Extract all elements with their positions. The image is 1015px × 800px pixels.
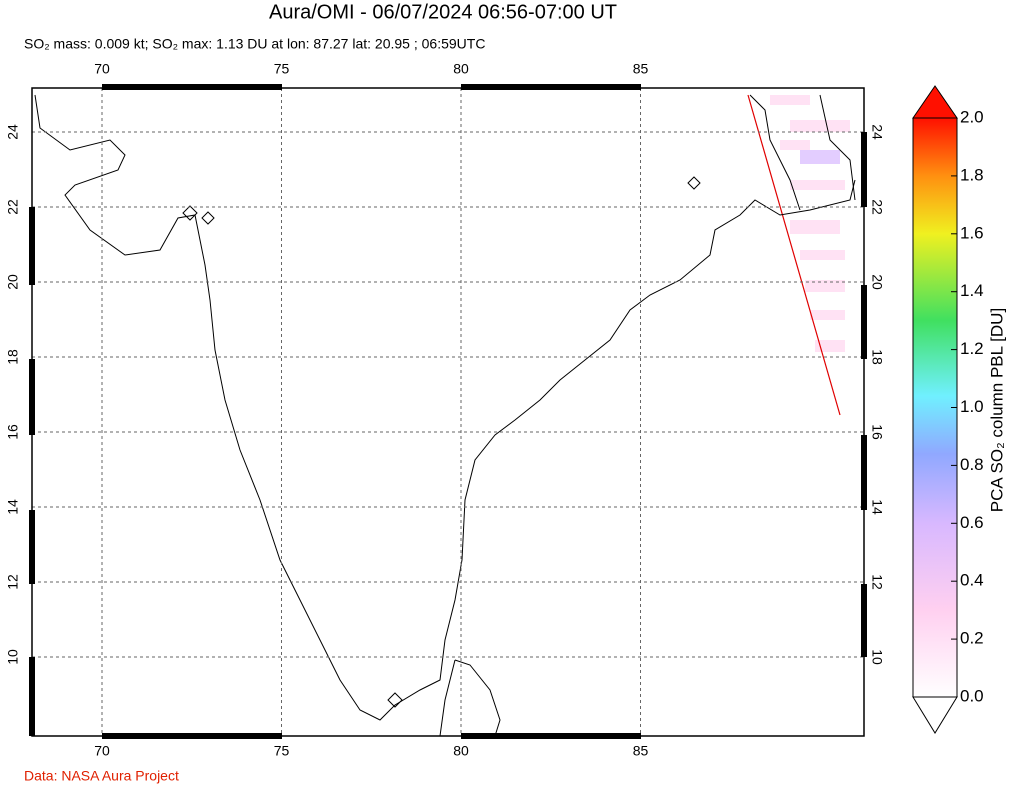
lat-tick-label: 10 — [869, 649, 885, 665]
lat-tick-label: 18 — [5, 349, 21, 365]
colorbar-tick-label: 0.4 — [960, 571, 984, 590]
colorbar — [912, 117, 958, 698]
lat-tick-label: 20 — [5, 274, 21, 290]
lat-tick-label: 24 — [5, 124, 21, 140]
borders — [749, 94, 856, 211]
lat-tick-label: 22 — [869, 199, 885, 215]
colorbar-tick-label: 1.0 — [960, 397, 984, 416]
lat-tick-label: 18 — [869, 349, 885, 365]
lon-tick-label: 75 — [274, 743, 290, 759]
colorbar-tick-label: 1.4 — [960, 281, 984, 300]
subtitle: SO₂ mass: 0.009 kt; SO₂ max: 1.13 DU at … — [24, 36, 485, 52]
lat-tick-label: 24 — [869, 124, 885, 140]
lat-tick-label: 16 — [869, 424, 885, 440]
map-frame — [31, 87, 865, 737]
lat-tick-label: 22 — [5, 199, 21, 215]
lat-tick-label: 20 — [869, 274, 885, 290]
title: Aura/OMI - 06/07/2024 06:56-07:00 UT — [269, 1, 617, 23]
colorbar-max-arrow — [912, 85, 958, 119]
map-area — [32, 88, 864, 736]
swath — [770, 95, 850, 352]
lat-tick-label: 12 — [869, 574, 885, 590]
colorbar-min-arrow — [912, 696, 958, 734]
colorbar-tick-label: 0.2 — [960, 629, 984, 648]
colorbar-tick-label: 1.8 — [960, 165, 984, 184]
colorbar-tick-label: 0.0 — [960, 686, 984, 705]
frame-bars — [29, 84, 867, 739]
colorbar-label: PCA SO₂ column PBL [DU] — [987, 308, 1006, 512]
lat-tick-label: 12 — [5, 574, 21, 590]
coastline — [34, 94, 856, 721]
colorbar-tick-label: 0.6 — [960, 513, 984, 532]
lat-tick-label: 14 — [5, 499, 21, 515]
lon-tick-label: 70 — [94, 743, 110, 759]
colorbar-tick-label: 0.8 — [960, 455, 984, 474]
lon-tick-label: 80 — [453, 61, 469, 77]
credit: Data: NASA Aura Project — [24, 768, 179, 784]
lat-tick-label: 10 — [5, 649, 21, 665]
sri-lanka — [439, 659, 501, 736]
swath-edge — [747, 94, 841, 416]
markers — [182, 176, 701, 708]
colorbar-tick-label: 2.0 — [960, 107, 984, 126]
lon-tick-label: 85 — [633, 61, 649, 77]
colorbar-tick-label: 1.2 — [960, 339, 984, 358]
lat-tick-label: 14 — [869, 499, 885, 515]
lon-tick-label: 70 — [94, 61, 110, 77]
lon-tick-label: 85 — [633, 743, 649, 759]
lat-tick-label: 16 — [5, 424, 21, 440]
lon-tick-label: 75 — [274, 61, 290, 77]
lon-tick-label: 80 — [453, 743, 469, 759]
colorbar-tick-label: 1.6 — [960, 223, 984, 242]
